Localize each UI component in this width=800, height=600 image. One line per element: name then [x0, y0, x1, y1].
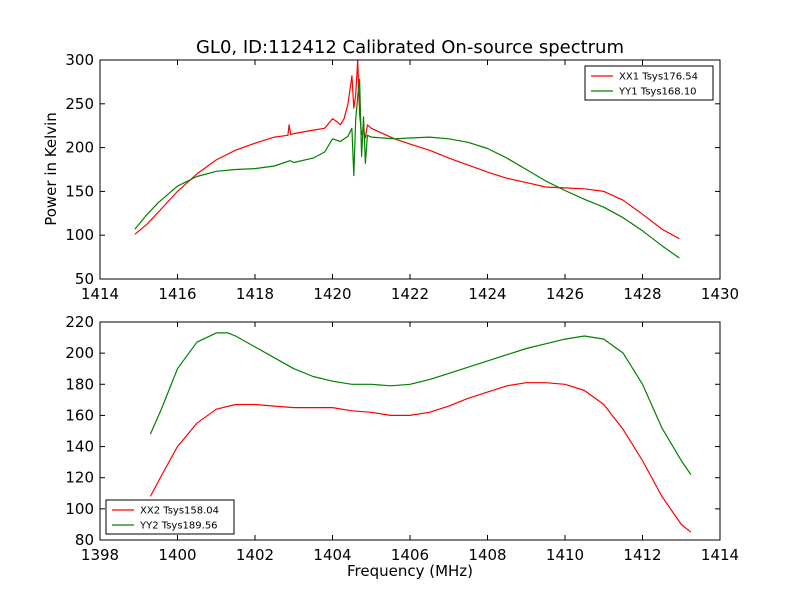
series-line-2-2: [149, 332, 692, 475]
x-tick-label: 1400: [158, 546, 196, 564]
y-tick-label: 140: [65, 438, 94, 456]
x-tick-label: 1416: [158, 285, 196, 303]
x-tick-label: 1414: [81, 285, 119, 303]
x-tick-label: 1422: [391, 285, 429, 303]
y-tick-label: 150: [65, 182, 94, 200]
x-tick-label: 1418: [236, 285, 274, 303]
x-tick-label: 1420: [313, 285, 351, 303]
x-tick-label: 1404: [313, 546, 351, 564]
x-tick-label: 1430: [701, 285, 739, 303]
legend-box-2: [105, 499, 235, 535]
x-tick-label: 1428: [623, 285, 661, 303]
y-tick-label: 180: [65, 375, 94, 393]
y-tick-label: 200: [65, 139, 94, 157]
y-tick-label: 50: [75, 270, 94, 288]
x-axis-label: Frequency (MHz): [347, 562, 473, 580]
x-tick-label: 1408: [468, 546, 506, 564]
legend-label: YY1 Tsys168.10: [618, 87, 697, 98]
x-tick-label: 1410: [546, 546, 584, 564]
x-tick-label: 1414: [701, 546, 739, 564]
legend-label: XX1 Tsys176.54: [619, 72, 698, 83]
y-tick-label: 300: [65, 51, 94, 69]
y-tick-label: 120: [65, 469, 94, 487]
legend-box-1: [584, 65, 714, 101]
legend-label: YY2 Tsys189.56: [139, 521, 218, 532]
y-axis-label: Power in Kelvin: [42, 112, 60, 226]
y-tick-label: 80: [75, 531, 94, 549]
legend-label: XX2 Tsys158.04: [140, 506, 219, 517]
series-line-1-2: [134, 78, 680, 259]
y-tick-label: 100: [65, 226, 94, 244]
series-line-2-1: [149, 382, 692, 533]
y-tick-label: 220: [65, 313, 94, 331]
x-tick-label: 1402: [236, 546, 274, 564]
x-tick-label: 1426: [546, 285, 584, 303]
y-tick-label: 200: [65, 344, 94, 362]
y-tick-label: 160: [65, 406, 94, 424]
x-tick-label: 1406: [391, 546, 429, 564]
x-tick-label: 1412: [623, 546, 661, 564]
y-tick-label: 100: [65, 500, 94, 518]
y-tick-label: 250: [65, 95, 94, 113]
chart-title: GL0, ID:112412 Calibrated On-source spec…: [196, 37, 624, 58]
x-tick-label: 1398: [81, 546, 119, 564]
x-tick-label: 1424: [468, 285, 506, 303]
